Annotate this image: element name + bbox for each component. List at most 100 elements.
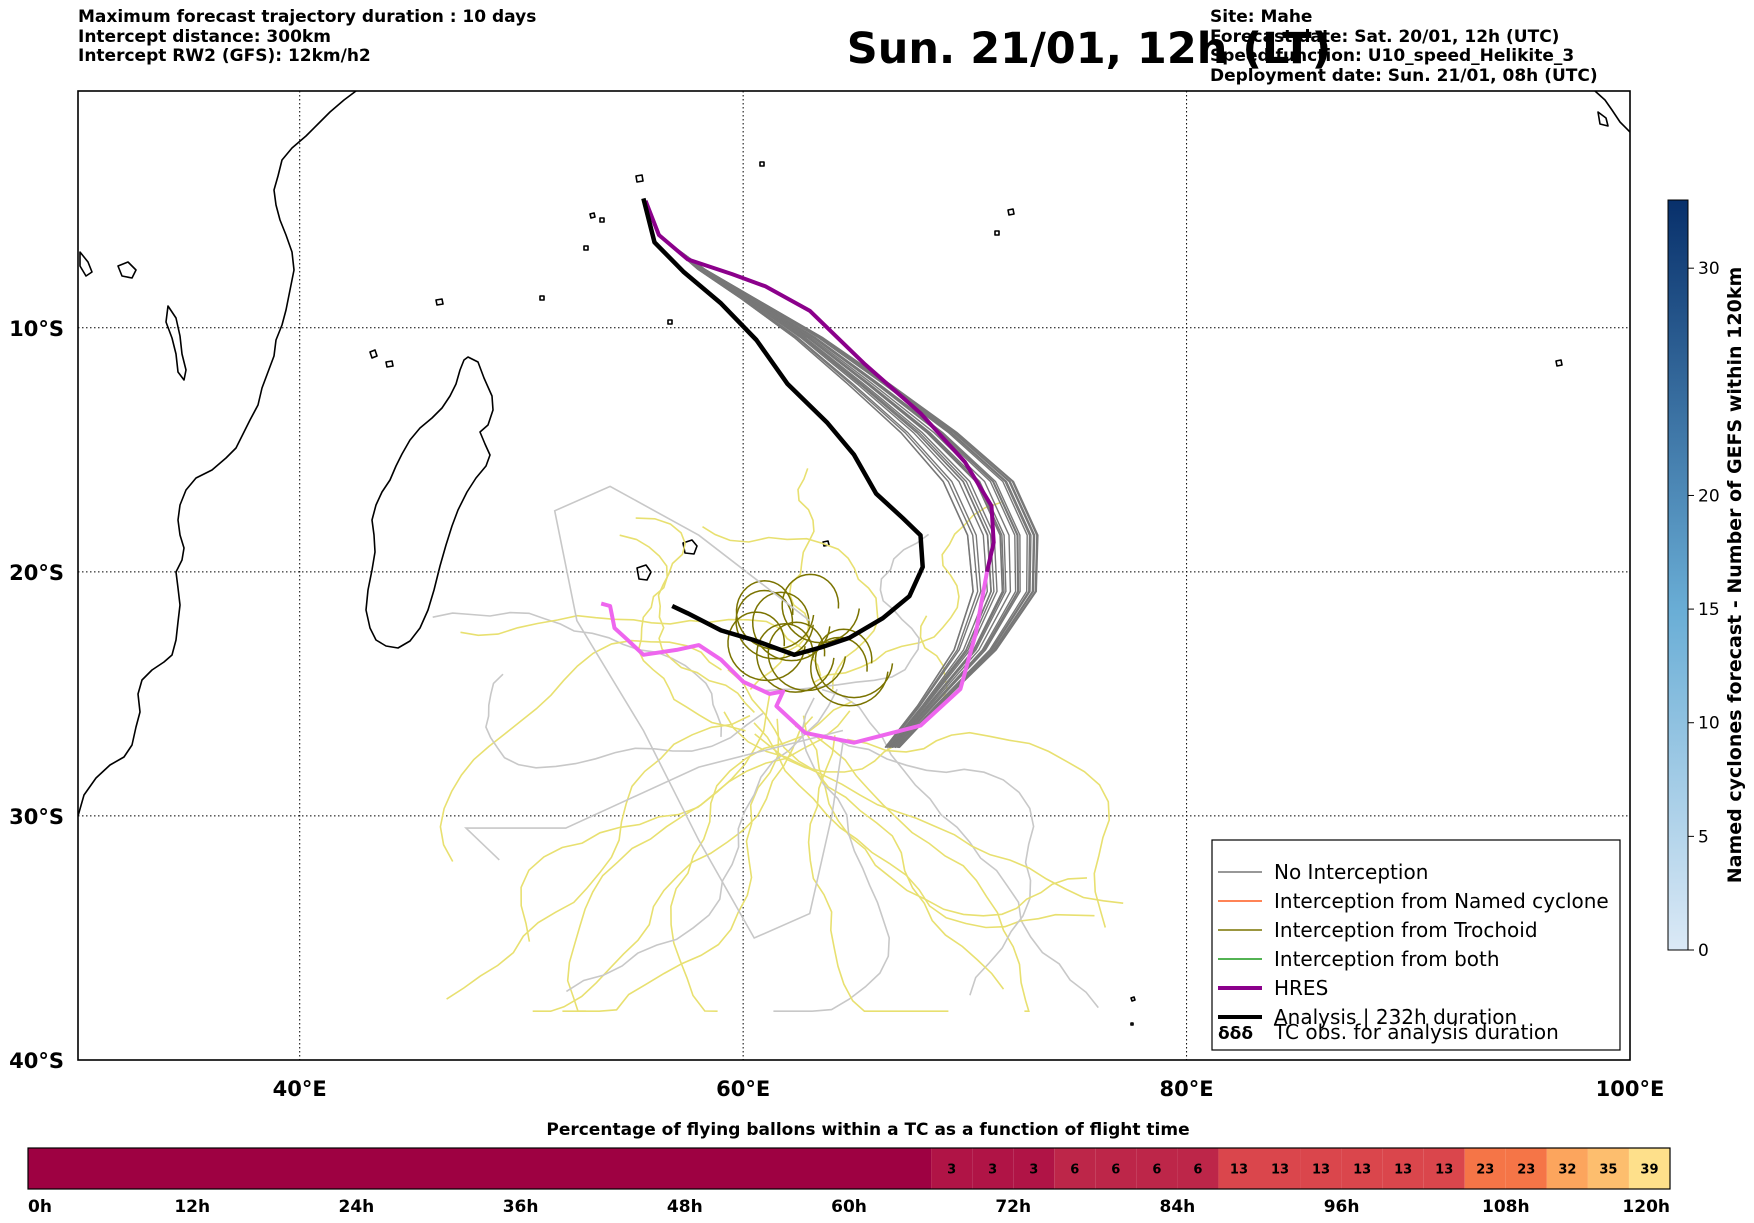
flight-time-tick-label: 48h xyxy=(667,1197,703,1217)
mauritius-outline xyxy=(682,539,698,555)
faint-trajectory xyxy=(432,611,723,737)
faint-trajectory xyxy=(532,716,814,1012)
legend-label: No Interception xyxy=(1274,860,1428,884)
flight-time-cell xyxy=(1464,1148,1506,1189)
flight-time-cell xyxy=(1054,1148,1096,1189)
flight-time-cell-value: 13 xyxy=(1353,1163,1371,1178)
faint-trajectory xyxy=(439,639,722,862)
no-interception-trajectory xyxy=(644,200,1020,749)
lon-tick-label: 100°E xyxy=(1596,1077,1665,1101)
lat-lon-grid xyxy=(78,91,1630,1060)
hres-track-line xyxy=(643,200,996,573)
flight-time-tick-label: 60h xyxy=(831,1197,867,1217)
flight-time-cell xyxy=(1013,1148,1055,1189)
legend-box xyxy=(1211,839,1621,1051)
no-interception-trajectory xyxy=(644,200,974,749)
flight-time-cell xyxy=(1177,1148,1219,1189)
flight-time-cell-value: 3 xyxy=(988,1163,997,1178)
flight-time-cell-value: 39 xyxy=(1640,1163,1658,1178)
faint-trajectory xyxy=(566,694,771,1012)
flight-time-cell-value: 3 xyxy=(1029,1163,1038,1178)
analysis-trajectory xyxy=(641,197,925,658)
comoros-outline xyxy=(369,349,394,368)
header-line-site: Site: Mahe xyxy=(1210,7,1313,27)
faint-trajectory xyxy=(813,501,1002,684)
flight-time-cell-value: 13 xyxy=(1394,1163,1412,1178)
colorbar-tick-label: 30 xyxy=(1698,259,1720,279)
flight-time-cell xyxy=(1095,1148,1137,1189)
flight-time-tick-label: 0h xyxy=(28,1197,52,1217)
colorbar-tick-label: 0 xyxy=(1698,941,1709,961)
faint-trajectory xyxy=(635,517,755,713)
flight-time-cell xyxy=(28,1148,932,1189)
flight-time-cell xyxy=(1505,1148,1547,1189)
faint-trajectory xyxy=(753,722,1095,929)
trochoid-loop xyxy=(814,628,894,699)
trochoid-loop xyxy=(751,591,831,662)
reunion-outline xyxy=(636,564,652,581)
flight-time-bar: Percentage of flying ballons within a TC… xyxy=(27,1120,1671,1217)
header-line-deployment-date: Deployment date: Sun. 21/01, 08h (UTC) xyxy=(1210,65,1598,86)
legend-label: Interception from Named cyclone xyxy=(1274,889,1609,913)
colorbar-tick-label: 10 xyxy=(1698,714,1720,734)
flight-time-cell-value: 13 xyxy=(1312,1163,1330,1178)
faint-trajectory xyxy=(619,534,746,732)
header-line-speed-function: Speed function: U10_speed_Helikite_3 xyxy=(1210,46,1575,66)
legend-label: HRES xyxy=(1274,976,1328,1000)
colorbar-tick-label: 20 xyxy=(1698,486,1720,506)
legend-label: Interception from both xyxy=(1274,947,1500,971)
legend-label: Analysis | 232h duration xyxy=(1274,1005,1517,1029)
colorbar-bar xyxy=(1667,199,1689,951)
legend-items: No Interception Interception from Named c… xyxy=(1218,860,1609,1029)
tc-obs-icon: δδδ xyxy=(1218,1024,1253,1044)
small-islands-outline xyxy=(435,161,765,325)
trochoid-loop xyxy=(767,621,847,692)
flight-time-cell-value: 35 xyxy=(1599,1163,1617,1178)
lake-tanganyika-outline xyxy=(79,251,93,277)
faint-trajectory-sw xyxy=(464,729,844,861)
flight-time-cell-value: 3 xyxy=(947,1163,956,1178)
hres-track-continuation xyxy=(600,571,989,745)
flight-time-cell xyxy=(1423,1148,1465,1189)
madagascar-coastline xyxy=(365,356,494,649)
faint-trajectory xyxy=(562,718,780,1012)
flight-time-bar-frame xyxy=(27,1147,1671,1190)
flight-time-tick-label: 24h xyxy=(339,1197,375,1217)
flight-time-cell xyxy=(972,1148,1014,1189)
flight-time-cell-value: 6 xyxy=(1070,1163,1079,1178)
legend: No Interception Interception from Named c… xyxy=(1211,839,1621,1051)
colorbar-label: Named cyclones forecast - Number of GEFS… xyxy=(1724,267,1746,884)
flight-time-cell xyxy=(931,1148,973,1189)
faint-trajectory xyxy=(773,697,891,1012)
flight-time-tick-label: 108h xyxy=(1482,1197,1530,1217)
sumatra-edge-outline xyxy=(1594,91,1630,133)
flight-time-cell-value: 6 xyxy=(1111,1163,1120,1178)
faint-trajectory xyxy=(807,735,949,1012)
ensemble-trajectories xyxy=(432,200,1124,1012)
coastlines xyxy=(78,91,1630,1026)
header-info-right: Site: Mahe Forecast date: Sat. 20/01, 12… xyxy=(1210,7,1598,86)
flight-time-cell xyxy=(1341,1148,1383,1189)
flight-time-cell-value: 13 xyxy=(1271,1163,1289,1178)
lake-victoria-outline xyxy=(117,261,137,279)
christmas-island-outline xyxy=(1555,359,1563,367)
seychelles-outline xyxy=(635,174,644,183)
flight-time-cell-value: 23 xyxy=(1476,1163,1494,1178)
flight-time-tick-label: 12h xyxy=(174,1197,210,1217)
analysis-track-line xyxy=(641,197,925,658)
flight-time-tick-label: 96h xyxy=(1324,1197,1360,1217)
lake-malawi-outline xyxy=(165,305,187,381)
header-line-intercept-rw2: Intercept RW2 (GFS): 12km/h2 xyxy=(78,46,371,66)
map-frame xyxy=(77,90,1631,1061)
flight-time-cell xyxy=(1587,1148,1629,1189)
flight-time-cell-value: 23 xyxy=(1517,1163,1535,1178)
lat-tick-label: 10°S xyxy=(9,317,64,341)
flight-time-ticks: 0h 12h 24h 36h 48h 60h 72h 84h 96h 108h 120h xyxy=(28,1197,1670,1217)
trochoid-loop xyxy=(756,623,835,693)
st-paul-outline xyxy=(1130,996,1136,1026)
faint-trajectory xyxy=(670,700,853,1012)
header-info-left: Maximum forecast trajectory duration : 1… xyxy=(78,7,536,67)
faint-trajectory xyxy=(847,731,1111,928)
map-area xyxy=(78,91,1630,1060)
colorbar-tick-label: 15 xyxy=(1698,600,1720,620)
